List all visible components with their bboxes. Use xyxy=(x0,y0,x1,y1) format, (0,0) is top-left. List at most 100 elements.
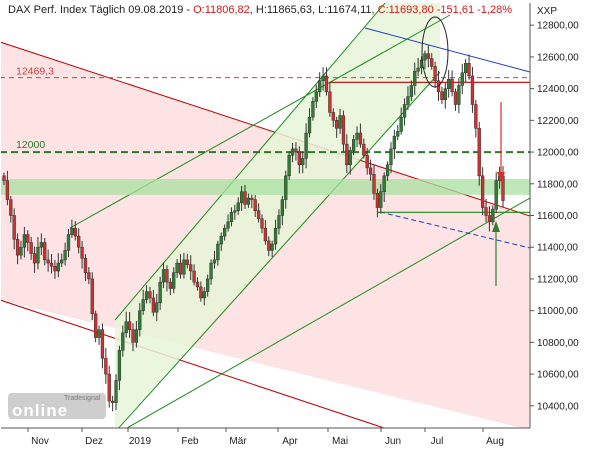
candle-body xyxy=(178,262,183,275)
candle-body xyxy=(453,91,458,105)
candle-body xyxy=(250,197,254,200)
candle-body xyxy=(148,291,152,299)
candle-body xyxy=(331,112,335,121)
candle-body xyxy=(358,132,363,145)
candle-body xyxy=(494,180,498,210)
candle-body xyxy=(216,243,220,261)
candle-body xyxy=(22,234,27,248)
candle-body xyxy=(199,286,203,299)
y-tick-label: 11200,00 xyxy=(537,274,578,285)
candle-body xyxy=(43,242,47,261)
candle-body xyxy=(80,246,84,259)
candle-body xyxy=(222,227,227,237)
candle-body xyxy=(484,207,488,216)
candle-body xyxy=(60,259,64,264)
y-tick-label: 11400,00 xyxy=(537,243,578,254)
candle-body xyxy=(311,101,315,118)
candle-body xyxy=(430,58,434,67)
candle-body xyxy=(77,235,81,248)
x-tick-label: Dez xyxy=(85,436,103,447)
candle-body xyxy=(32,253,37,264)
candle-body xyxy=(189,264,193,272)
candle-body xyxy=(450,78,454,93)
top-pattern-ellipse xyxy=(421,16,449,88)
candle-body xyxy=(195,281,200,288)
green-channel-upper-line xyxy=(114,3,386,321)
candle-body xyxy=(155,302,159,313)
candle-body xyxy=(26,234,30,243)
candle-body xyxy=(87,272,91,280)
x-tick-label: Mär xyxy=(229,436,247,447)
candle-body xyxy=(29,242,33,254)
candle-body xyxy=(464,63,468,74)
candle-body xyxy=(246,197,251,205)
candle-body xyxy=(338,115,342,129)
green-channel-lower-line xyxy=(117,71,441,428)
candle-body xyxy=(236,202,240,211)
up-arrow-head xyxy=(492,221,500,232)
candle-body xyxy=(467,63,471,77)
candle-body xyxy=(253,199,257,211)
candle-body xyxy=(304,132,308,159)
x-tick-label: Feb xyxy=(181,436,199,447)
candle-body xyxy=(39,242,43,248)
y-tick-label: 11800,00 xyxy=(537,179,578,190)
candle-body xyxy=(335,120,339,129)
candle-body xyxy=(19,246,23,256)
candle-body xyxy=(141,299,145,311)
y-tick-label: 10600,00 xyxy=(537,370,579,381)
green-trend-line-lower xyxy=(125,197,530,428)
candle-body xyxy=(53,265,57,272)
candle-body xyxy=(447,78,451,89)
candle-body xyxy=(209,262,213,280)
candle-body xyxy=(399,116,403,132)
candle-body xyxy=(260,218,264,229)
chart-header: DAX Perf. Index Täglich 09.08.2019 - O:1… xyxy=(8,4,512,16)
candle-body xyxy=(239,191,244,204)
header-period: Täglich xyxy=(90,4,129,16)
down-arrow-head xyxy=(497,172,505,182)
y-tick-label: 10400,00 xyxy=(537,401,579,412)
candle-body xyxy=(413,70,417,86)
x-tick-label: Jul xyxy=(431,436,444,447)
candle-body xyxy=(90,278,94,315)
candle-body xyxy=(182,259,186,275)
y-tick-label: 12400,00 xyxy=(537,84,579,95)
x-tick-label: Jun xyxy=(385,436,401,447)
candle-body xyxy=(168,281,172,289)
watermark-top-text: Tradesignal xyxy=(64,395,101,402)
candle-body xyxy=(385,164,390,177)
y-tick-label: 12200,00 xyxy=(537,116,579,127)
candle-body xyxy=(121,332,125,351)
candle-body xyxy=(73,227,77,237)
candle-body xyxy=(158,281,162,303)
candle-body xyxy=(263,227,268,242)
candle-body xyxy=(172,272,176,289)
candle-body xyxy=(426,53,430,59)
candle-body xyxy=(355,132,359,140)
candle-body xyxy=(97,329,101,338)
candle-body xyxy=(314,91,318,102)
candle-body xyxy=(368,167,373,175)
candle-body xyxy=(165,269,169,283)
x-tick-label: Nov xyxy=(31,436,49,447)
candle-body xyxy=(83,258,88,273)
candle-body xyxy=(396,131,400,137)
candle-body xyxy=(362,143,366,156)
candle-body xyxy=(301,158,305,166)
y-tick-label: 11600,00 xyxy=(537,211,578,222)
candle-body xyxy=(474,104,478,129)
candle-body xyxy=(416,67,420,72)
candle-body xyxy=(321,75,325,81)
y-tick-label: 12000,00 xyxy=(537,148,579,159)
candle-body xyxy=(470,75,475,105)
candle-body xyxy=(94,313,98,338)
candle-body xyxy=(270,243,274,251)
candle-body xyxy=(127,321,132,330)
candle-body xyxy=(341,115,346,145)
candle-body xyxy=(117,350,122,381)
candle-body xyxy=(5,180,10,200)
